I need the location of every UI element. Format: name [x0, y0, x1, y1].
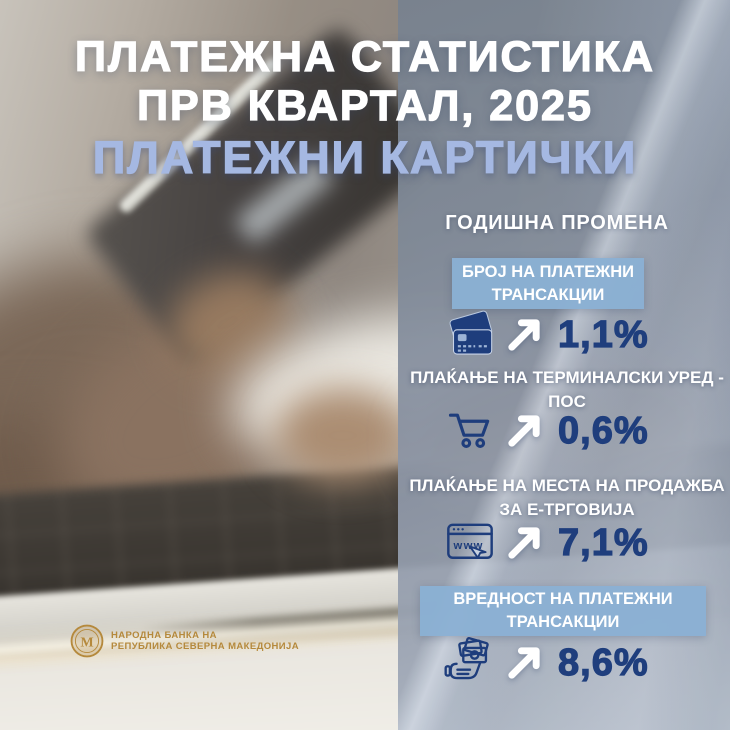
seal-monogram: М	[80, 635, 93, 650]
stat-value: 0,6%	[557, 409, 649, 452]
stat-row: www 7,1%	[444, 512, 730, 574]
bank-seal-icon: М	[70, 624, 104, 658]
page-title-line2: ПРВ КВАРТАЛ, 2025	[136, 81, 593, 130]
stat-label-line1: ПЛАЌАЊЕ НА ТЕРМИНАЛСКИ УРЕД -	[410, 368, 724, 387]
stat-row: 1,1%	[444, 304, 730, 366]
bank-name-line1: НАРОДНА БАНКА НА	[111, 630, 217, 641]
badge-label-line1: ВРЕДНОСТ НА ПЛАТЕЖНИ	[453, 590, 673, 608]
shopping-cart-icon	[448, 413, 490, 448]
trend-up-arrow-icon	[508, 319, 540, 351]
stat-value: 8,6%	[557, 641, 649, 684]
bank-identity: М НАРОДНА БАНКА НА РЕПУБЛИКА СЕВЕРНА МАК…	[70, 624, 299, 658]
stat-badge-transactions-value: ВРЕДНОСТ НА ПЛАТЕЖНИ ТРАНСАКЦИИ	[420, 586, 706, 636]
trend-up-arrow-icon	[508, 415, 540, 447]
cash-in-hand-icon	[444, 637, 489, 680]
stat-label-line1: ПЛАЌАЊЕ НА МЕСТА НА ПРОДАЖБА	[409, 476, 725, 495]
page-title-line1: ПЛАТЕЖНА СТАТИСТИКА	[74, 32, 655, 81]
badge-label-line2: ТРАНСАКЦИИ	[506, 613, 620, 631]
stat-value: 1,1%	[557, 313, 649, 356]
www-browser-icon: www	[447, 523, 493, 559]
stat-value: 7,1%	[557, 521, 649, 564]
stat-badge-transactions-count: БРОЈ НА ПЛАТЕЖНИ ТРАНСАКЦИИ	[452, 258, 644, 309]
bank-name-line2: РЕПУБЛИКА СЕВЕРНА МАКЕДОНИЈА	[111, 641, 299, 652]
bank-name: НАРОДНА БАНКА НА РЕПУБЛИКА СЕВЕРНА МАКЕД…	[111, 630, 299, 652]
title-block: ПЛАТЕЖНА СТАТИСТИКА ПРВ КВАРТАЛ, 2025 ПЛ…	[0, 32, 730, 184]
page-subtitle: ПЛАТЕЖНИ КАРТИЧКИ	[92, 131, 638, 183]
credit-cards-icon	[449, 310, 493, 355]
trend-up-arrow-icon	[508, 647, 540, 679]
stat-row: 8,6%	[444, 632, 730, 694]
trend-up-arrow-icon	[508, 527, 540, 559]
stat-row: 0,6%	[444, 400, 730, 462]
badge-label-line1: БРОЈ НА ПЛАТЕЖНИ	[462, 262, 634, 281]
annual-change-heading: ГОДИШНА ПРОМЕНА	[445, 212, 669, 234]
